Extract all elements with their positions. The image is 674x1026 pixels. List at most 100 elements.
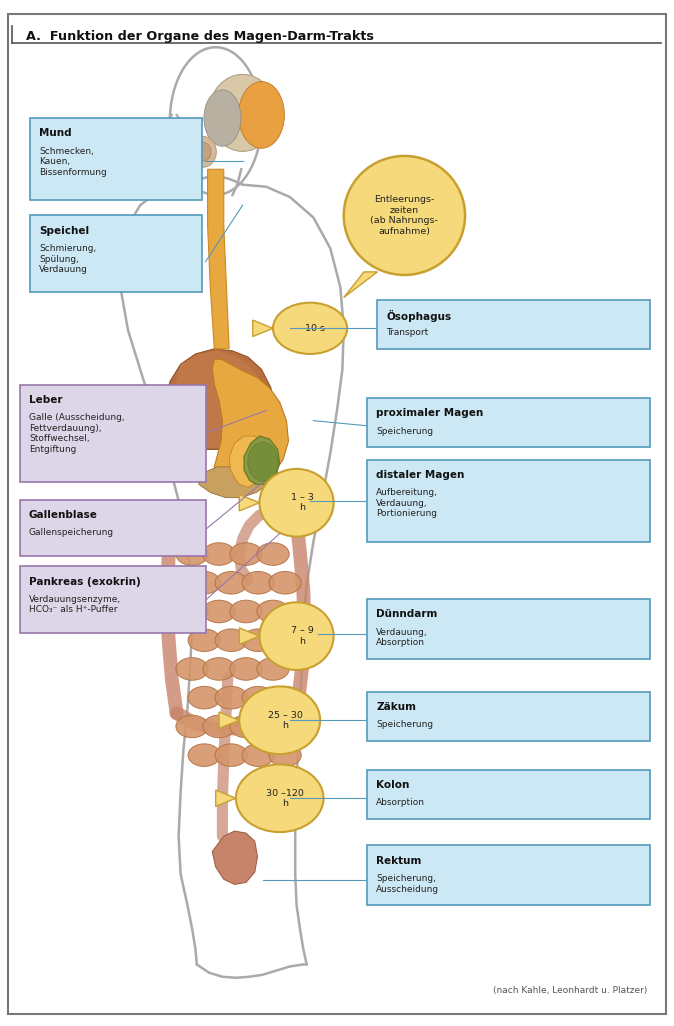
Ellipse shape	[204, 90, 241, 147]
Ellipse shape	[242, 686, 274, 709]
Ellipse shape	[209, 75, 276, 152]
Polygon shape	[212, 359, 288, 487]
Polygon shape	[239, 495, 259, 511]
FancyBboxPatch shape	[20, 500, 206, 556]
Text: Entleerungs-
zeiten
(ab Nahrungs-
aufnahme): Entleerungs- zeiten (ab Nahrungs- aufnah…	[371, 195, 438, 236]
Text: proximaler Magen: proximaler Magen	[376, 408, 483, 419]
Ellipse shape	[269, 744, 301, 766]
Ellipse shape	[239, 686, 320, 754]
Ellipse shape	[230, 715, 262, 738]
Ellipse shape	[257, 658, 289, 680]
FancyBboxPatch shape	[367, 845, 650, 905]
Ellipse shape	[188, 571, 220, 594]
Text: Gallenblase: Gallenblase	[29, 510, 98, 520]
Ellipse shape	[176, 543, 208, 565]
Text: Speicherung: Speicherung	[376, 427, 433, 436]
Ellipse shape	[230, 543, 262, 565]
Text: Verdauung,
Absorption: Verdauung, Absorption	[376, 628, 428, 647]
Ellipse shape	[176, 600, 208, 623]
Ellipse shape	[236, 764, 324, 832]
Text: Ösophagus: Ösophagus	[386, 310, 452, 322]
Text: Speicherung: Speicherung	[376, 720, 433, 729]
Ellipse shape	[191, 136, 216, 167]
FancyBboxPatch shape	[367, 599, 650, 659]
Polygon shape	[167, 349, 273, 449]
Ellipse shape	[273, 303, 347, 354]
Ellipse shape	[203, 600, 235, 623]
Polygon shape	[170, 351, 270, 448]
Ellipse shape	[239, 82, 284, 149]
Ellipse shape	[269, 686, 301, 709]
Ellipse shape	[203, 715, 235, 738]
Text: Verdauungsenzyme,
HCO₃⁻ als H⁺-Puffer: Verdauungsenzyme, HCO₃⁻ als H⁺-Puffer	[29, 595, 121, 615]
Ellipse shape	[230, 600, 262, 623]
Text: Transport: Transport	[386, 328, 429, 338]
Text: (nach Kahle, Leonhardt u. Platzer): (nach Kahle, Leonhardt u. Platzer)	[493, 986, 647, 995]
Ellipse shape	[269, 629, 301, 652]
Ellipse shape	[257, 715, 289, 738]
Text: 1 – 3
h: 1 – 3 h	[290, 494, 313, 512]
Ellipse shape	[215, 744, 247, 766]
FancyBboxPatch shape	[377, 300, 650, 349]
Ellipse shape	[176, 715, 208, 738]
Ellipse shape	[188, 629, 220, 652]
Text: Absorption: Absorption	[376, 798, 425, 807]
Polygon shape	[199, 460, 278, 498]
Text: Speichel: Speichel	[39, 226, 89, 236]
Polygon shape	[212, 831, 257, 884]
FancyBboxPatch shape	[30, 215, 202, 292]
Polygon shape	[216, 790, 236, 806]
Ellipse shape	[242, 744, 274, 766]
FancyBboxPatch shape	[8, 14, 666, 1014]
Ellipse shape	[269, 571, 301, 594]
Ellipse shape	[242, 629, 274, 652]
Text: 7 – 9
h: 7 – 9 h	[290, 627, 313, 645]
Text: Aufbereitung,
Verdauung,
Portionierung: Aufbereitung, Verdauung, Portionierung	[376, 488, 438, 518]
Ellipse shape	[259, 469, 334, 537]
Text: 25 – 30
h: 25 – 30 h	[268, 711, 303, 729]
Ellipse shape	[248, 442, 278, 481]
Ellipse shape	[188, 686, 220, 709]
FancyBboxPatch shape	[20, 566, 206, 633]
Ellipse shape	[215, 629, 247, 652]
Ellipse shape	[259, 602, 334, 670]
Text: Dünndarm: Dünndarm	[376, 609, 437, 620]
FancyBboxPatch shape	[30, 118, 202, 200]
Text: Leber: Leber	[29, 395, 63, 405]
Text: Galle (Ausscheidung,
Fettverdauung),
Stoffwechsel,
Entgiftung: Galle (Ausscheidung, Fettverdauung), Sto…	[29, 413, 125, 453]
Text: Pankreas (exokrin): Pankreas (exokrin)	[29, 577, 141, 587]
Ellipse shape	[230, 658, 262, 680]
FancyBboxPatch shape	[367, 692, 650, 741]
Text: distaler Magen: distaler Magen	[376, 470, 464, 480]
Polygon shape	[344, 272, 377, 298]
Ellipse shape	[215, 686, 247, 709]
Ellipse shape	[188, 744, 220, 766]
Text: Zäkum: Zäkum	[376, 702, 416, 712]
FancyBboxPatch shape	[20, 385, 206, 482]
Ellipse shape	[257, 543, 289, 565]
Text: Kolon: Kolon	[376, 780, 410, 790]
Ellipse shape	[257, 600, 289, 623]
Text: Speicherung,
Ausscheidung: Speicherung, Ausscheidung	[376, 874, 439, 894]
Text: Schmecken,
Kauen,
Bissenformung: Schmecken, Kauen, Bissenformung	[39, 147, 107, 176]
Text: Rektum: Rektum	[376, 856, 421, 866]
Text: 30 –120
h: 30 –120 h	[266, 789, 304, 807]
Text: 10 s: 10 s	[305, 324, 326, 332]
FancyBboxPatch shape	[367, 398, 650, 447]
FancyBboxPatch shape	[367, 770, 650, 819]
Polygon shape	[253, 320, 273, 337]
Ellipse shape	[215, 571, 247, 594]
Ellipse shape	[196, 143, 211, 161]
Text: Mund: Mund	[39, 128, 71, 139]
Ellipse shape	[203, 543, 235, 565]
Polygon shape	[219, 712, 239, 728]
Text: Schmierung,
Spülung,
Verdauung: Schmierung, Spülung, Verdauung	[39, 244, 96, 274]
Polygon shape	[229, 436, 266, 487]
Ellipse shape	[203, 658, 235, 680]
Polygon shape	[244, 436, 280, 484]
Ellipse shape	[242, 571, 274, 594]
Ellipse shape	[344, 156, 465, 275]
Text: A.  Funktion der Organe des Magen-Darm-Trakts: A. Funktion der Organe des Magen-Darm-Tr…	[26, 30, 373, 43]
Ellipse shape	[176, 658, 208, 680]
Polygon shape	[208, 169, 229, 349]
